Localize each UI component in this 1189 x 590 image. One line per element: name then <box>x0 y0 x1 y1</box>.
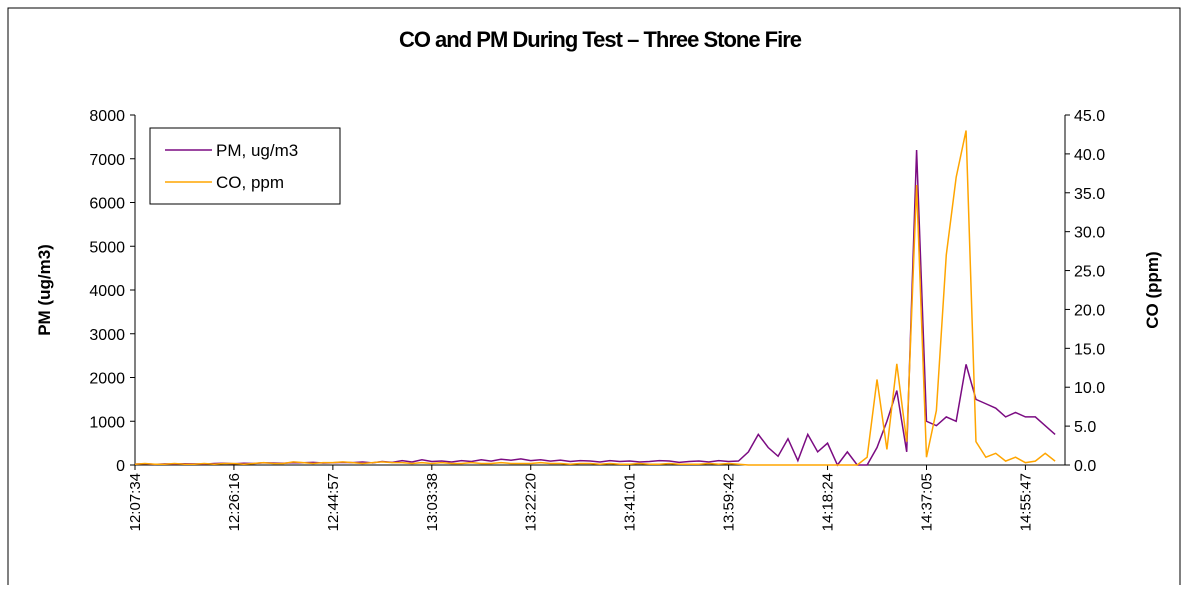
y2-tick-label: 20.0 <box>1074 302 1105 319</box>
y-tick-label: 0 <box>116 458 125 475</box>
y-tick-label: 6000 <box>89 196 125 213</box>
y2-tick-label: 30.0 <box>1074 225 1105 242</box>
y2-tick-label: 25.0 <box>1074 264 1105 281</box>
x-tick-label: 13:22:20 <box>523 473 540 531</box>
y-tick-label: 8000 <box>89 108 125 125</box>
legend-box <box>149 127 341 205</box>
x-tick-label: 14:37:05 <box>918 473 935 531</box>
data-line <box>134 130 1056 466</box>
y2-tick-label: 45.0 <box>1074 108 1105 125</box>
y-tick-label: 7000 <box>89 152 125 169</box>
y-tick-label: 1000 <box>89 414 125 431</box>
x-tick-label: 12:26:16 <box>226 473 243 531</box>
x-tick-label: 12:07:34 <box>127 473 144 531</box>
x-tick-label: 13:03:38 <box>424 473 441 531</box>
chart-title: CO and PM During Test – Three Stone Fire <box>399 27 802 52</box>
x-tick-label: 13:59:42 <box>721 473 738 531</box>
y-axis-title: PM (ug/m3) <box>35 244 54 336</box>
y2-tick-label: 5.0 <box>1074 419 1096 436</box>
y-tick-label: 2000 <box>89 371 125 388</box>
y2-tick-label: 35.0 <box>1074 186 1105 203</box>
y2-tick-label: 40.0 <box>1074 147 1105 164</box>
y2-tick-label: 0.0 <box>1074 458 1096 475</box>
legend-label: CO, ppm <box>216 173 284 192</box>
x-tick-label: 12:44:57 <box>325 473 342 531</box>
chart-border <box>7 7 1181 590</box>
y2-tick-label: 15.0 <box>1074 341 1105 358</box>
y-tick-label: 4000 <box>89 283 125 300</box>
x-tick-label: 14:18:24 <box>820 473 837 531</box>
y-tick-label: 3000 <box>89 327 125 344</box>
legend-label: PM, ug/m3 <box>216 141 298 160</box>
y2-axis-title: CO (ppm) <box>1143 251 1162 328</box>
y2-tick-label: 10.0 <box>1074 380 1105 397</box>
x-tick-label: 14:55:47 <box>1017 473 1034 531</box>
y-tick-label: 5000 <box>89 239 125 256</box>
x-tick-label: 13:41:01 <box>622 473 639 531</box>
